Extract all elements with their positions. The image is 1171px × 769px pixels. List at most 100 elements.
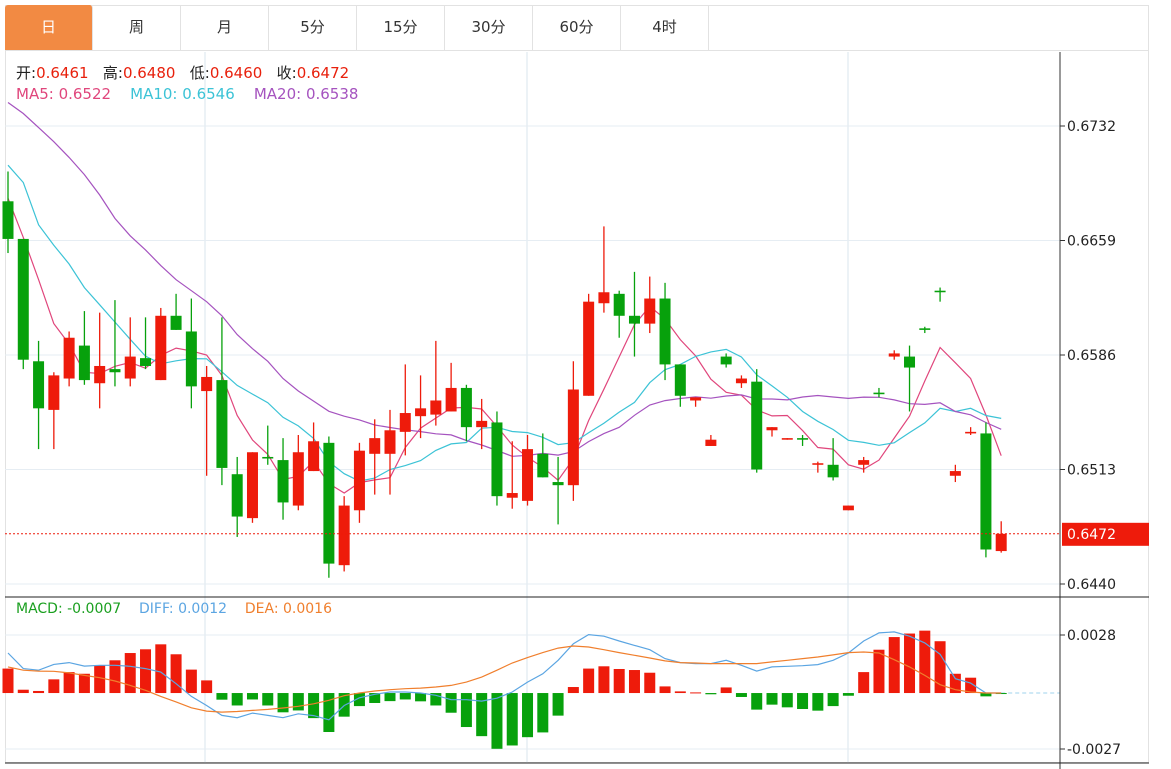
candle-down: [170, 315, 182, 330]
candle-down: [231, 474, 243, 517]
candle-down: [277, 460, 289, 503]
tab-week[interactable]: 周: [93, 5, 181, 50]
macd-bar-positive: [904, 633, 916, 694]
macd-bar-positive: [201, 680, 213, 694]
candle-down: [323, 442, 335, 564]
candle-down: [109, 369, 121, 373]
diff-value: DIFF: 0.0012: [138, 601, 228, 617]
tab-30min[interactable]: 30分: [445, 5, 533, 50]
macd-bar-positive: [598, 666, 610, 694]
candle-down: [873, 392, 885, 395]
candle-up: [155, 315, 167, 381]
candle-up: [399, 413, 411, 432]
moving-averages: [7, 102, 1002, 494]
candle-up: [369, 438, 381, 454]
candle-down: [537, 453, 549, 478]
candle-down: [720, 356, 732, 365]
price-tick-label: 0.6513: [1067, 463, 1116, 479]
candle-up: [567, 389, 579, 486]
ohlc-legend: 开:0.6461 高:0.6480 低:0.6460 收:0.6472: [16, 62, 349, 83]
candle-up: [338, 505, 350, 566]
last-price-badge: [1062, 522, 1149, 546]
macd-bar-negative: [812, 693, 824, 711]
candle-up: [292, 452, 304, 506]
candle-up: [781, 438, 793, 440]
candle-up: [246, 452, 258, 519]
low-value: 0.6460: [209, 64, 263, 82]
macd-bar-negative: [292, 693, 304, 711]
last-price-label: 0.6472: [1067, 527, 1116, 543]
candle-up: [308, 441, 320, 472]
candle-down: [934, 290, 946, 293]
candle-up: [644, 298, 656, 324]
tab-15min[interactable]: 15分: [357, 5, 445, 50]
tab-5min[interactable]: 5分: [269, 5, 357, 50]
candle-down: [216, 380, 228, 468]
macd-bar-negative: [323, 693, 335, 733]
macd-bar-positive: [140, 649, 152, 694]
candle-up: [445, 387, 457, 412]
ma10-legend: MA10: 0.6546: [130, 85, 235, 103]
macd-legend: MACD: -0.0007 DIFF: 0.0012 DEA: 0.0016: [16, 601, 332, 617]
candle-up: [949, 471, 961, 476]
candle-up: [888, 353, 900, 357]
candle-down: [33, 361, 45, 409]
macd-bar-positive: [17, 689, 29, 694]
macd-bar-positive: [613, 668, 625, 694]
macd-bar-negative: [827, 693, 839, 707]
macd-bar-positive: [949, 673, 961, 694]
candle-down: [904, 356, 916, 368]
price-tick-label: 0.6586: [1067, 348, 1116, 364]
candle-up: [522, 449, 534, 501]
macd-bar-negative: [522, 693, 534, 738]
candle-up: [995, 533, 1007, 552]
macd-bar-positive: [934, 641, 946, 694]
macd-bar-positive: [48, 679, 60, 694]
candle-up: [583, 301, 595, 396]
close-value: 0.6472: [296, 64, 350, 82]
macd-bar-positive: [583, 668, 595, 694]
macd-bar-negative: [216, 693, 228, 700]
candle-down: [613, 293, 625, 316]
candle-up: [384, 430, 396, 454]
candle-down: [460, 387, 472, 428]
price-axis: 0.6732 0.6659 0.6586 0.6513 0.6440 0.0028 -0.0…: [5, 52, 1149, 769]
candle-up: [63, 337, 75, 379]
macd-bar-negative: [308, 693, 320, 719]
candle-down: [919, 328, 931, 330]
tab-4hour[interactable]: 4时: [621, 5, 709, 50]
candle-down: [751, 381, 763, 470]
open-value: 0.6461: [36, 64, 89, 82]
candle-down: [491, 422, 503, 497]
candle-down: [140, 358, 152, 366]
ma-legend: MA5: 0.6522 MA10: 0.6546 MA20: 0.6538: [16, 85, 358, 103]
macd-bar-negative: [262, 693, 274, 706]
macd-bar-positive: [644, 672, 656, 694]
macd-bar-positive: [888, 637, 900, 694]
candle-up: [690, 397, 702, 401]
macd-bar-negative: [445, 693, 457, 713]
macd-value: MACD: -0.0007: [16, 601, 122, 617]
tab-day[interactable]: 日: [5, 5, 93, 50]
candle-down: [827, 464, 839, 478]
ma20-legend: MA20: 0.6538: [253, 85, 359, 103]
tab-60min[interactable]: 60分: [533, 5, 621, 50]
macd-bar-positive: [78, 673, 90, 694]
price-tick-label: 0.6440: [1067, 577, 1116, 593]
macd-bar-positive: [674, 691, 686, 694]
macd-bar-negative: [384, 693, 396, 702]
candle-up: [705, 439, 717, 446]
diff-line: [7, 631, 1002, 721]
macd-bar-negative: [277, 693, 289, 713]
macd-bar-negative: [460, 693, 472, 728]
macd-panel: [2, 630, 1060, 749]
candles: [2, 171, 1007, 578]
macd-bar-positive: [628, 670, 640, 694]
dea-value: DEA: 0.0016: [244, 601, 333, 617]
macd-bar-positive: [659, 686, 671, 694]
candle-down: [2, 201, 14, 239]
grid: [5, 52, 1060, 763]
macd-tick-label: -0.0027: [1067, 742, 1121, 758]
tab-month[interactable]: 月: [181, 5, 269, 50]
candle-up: [476, 420, 488, 428]
